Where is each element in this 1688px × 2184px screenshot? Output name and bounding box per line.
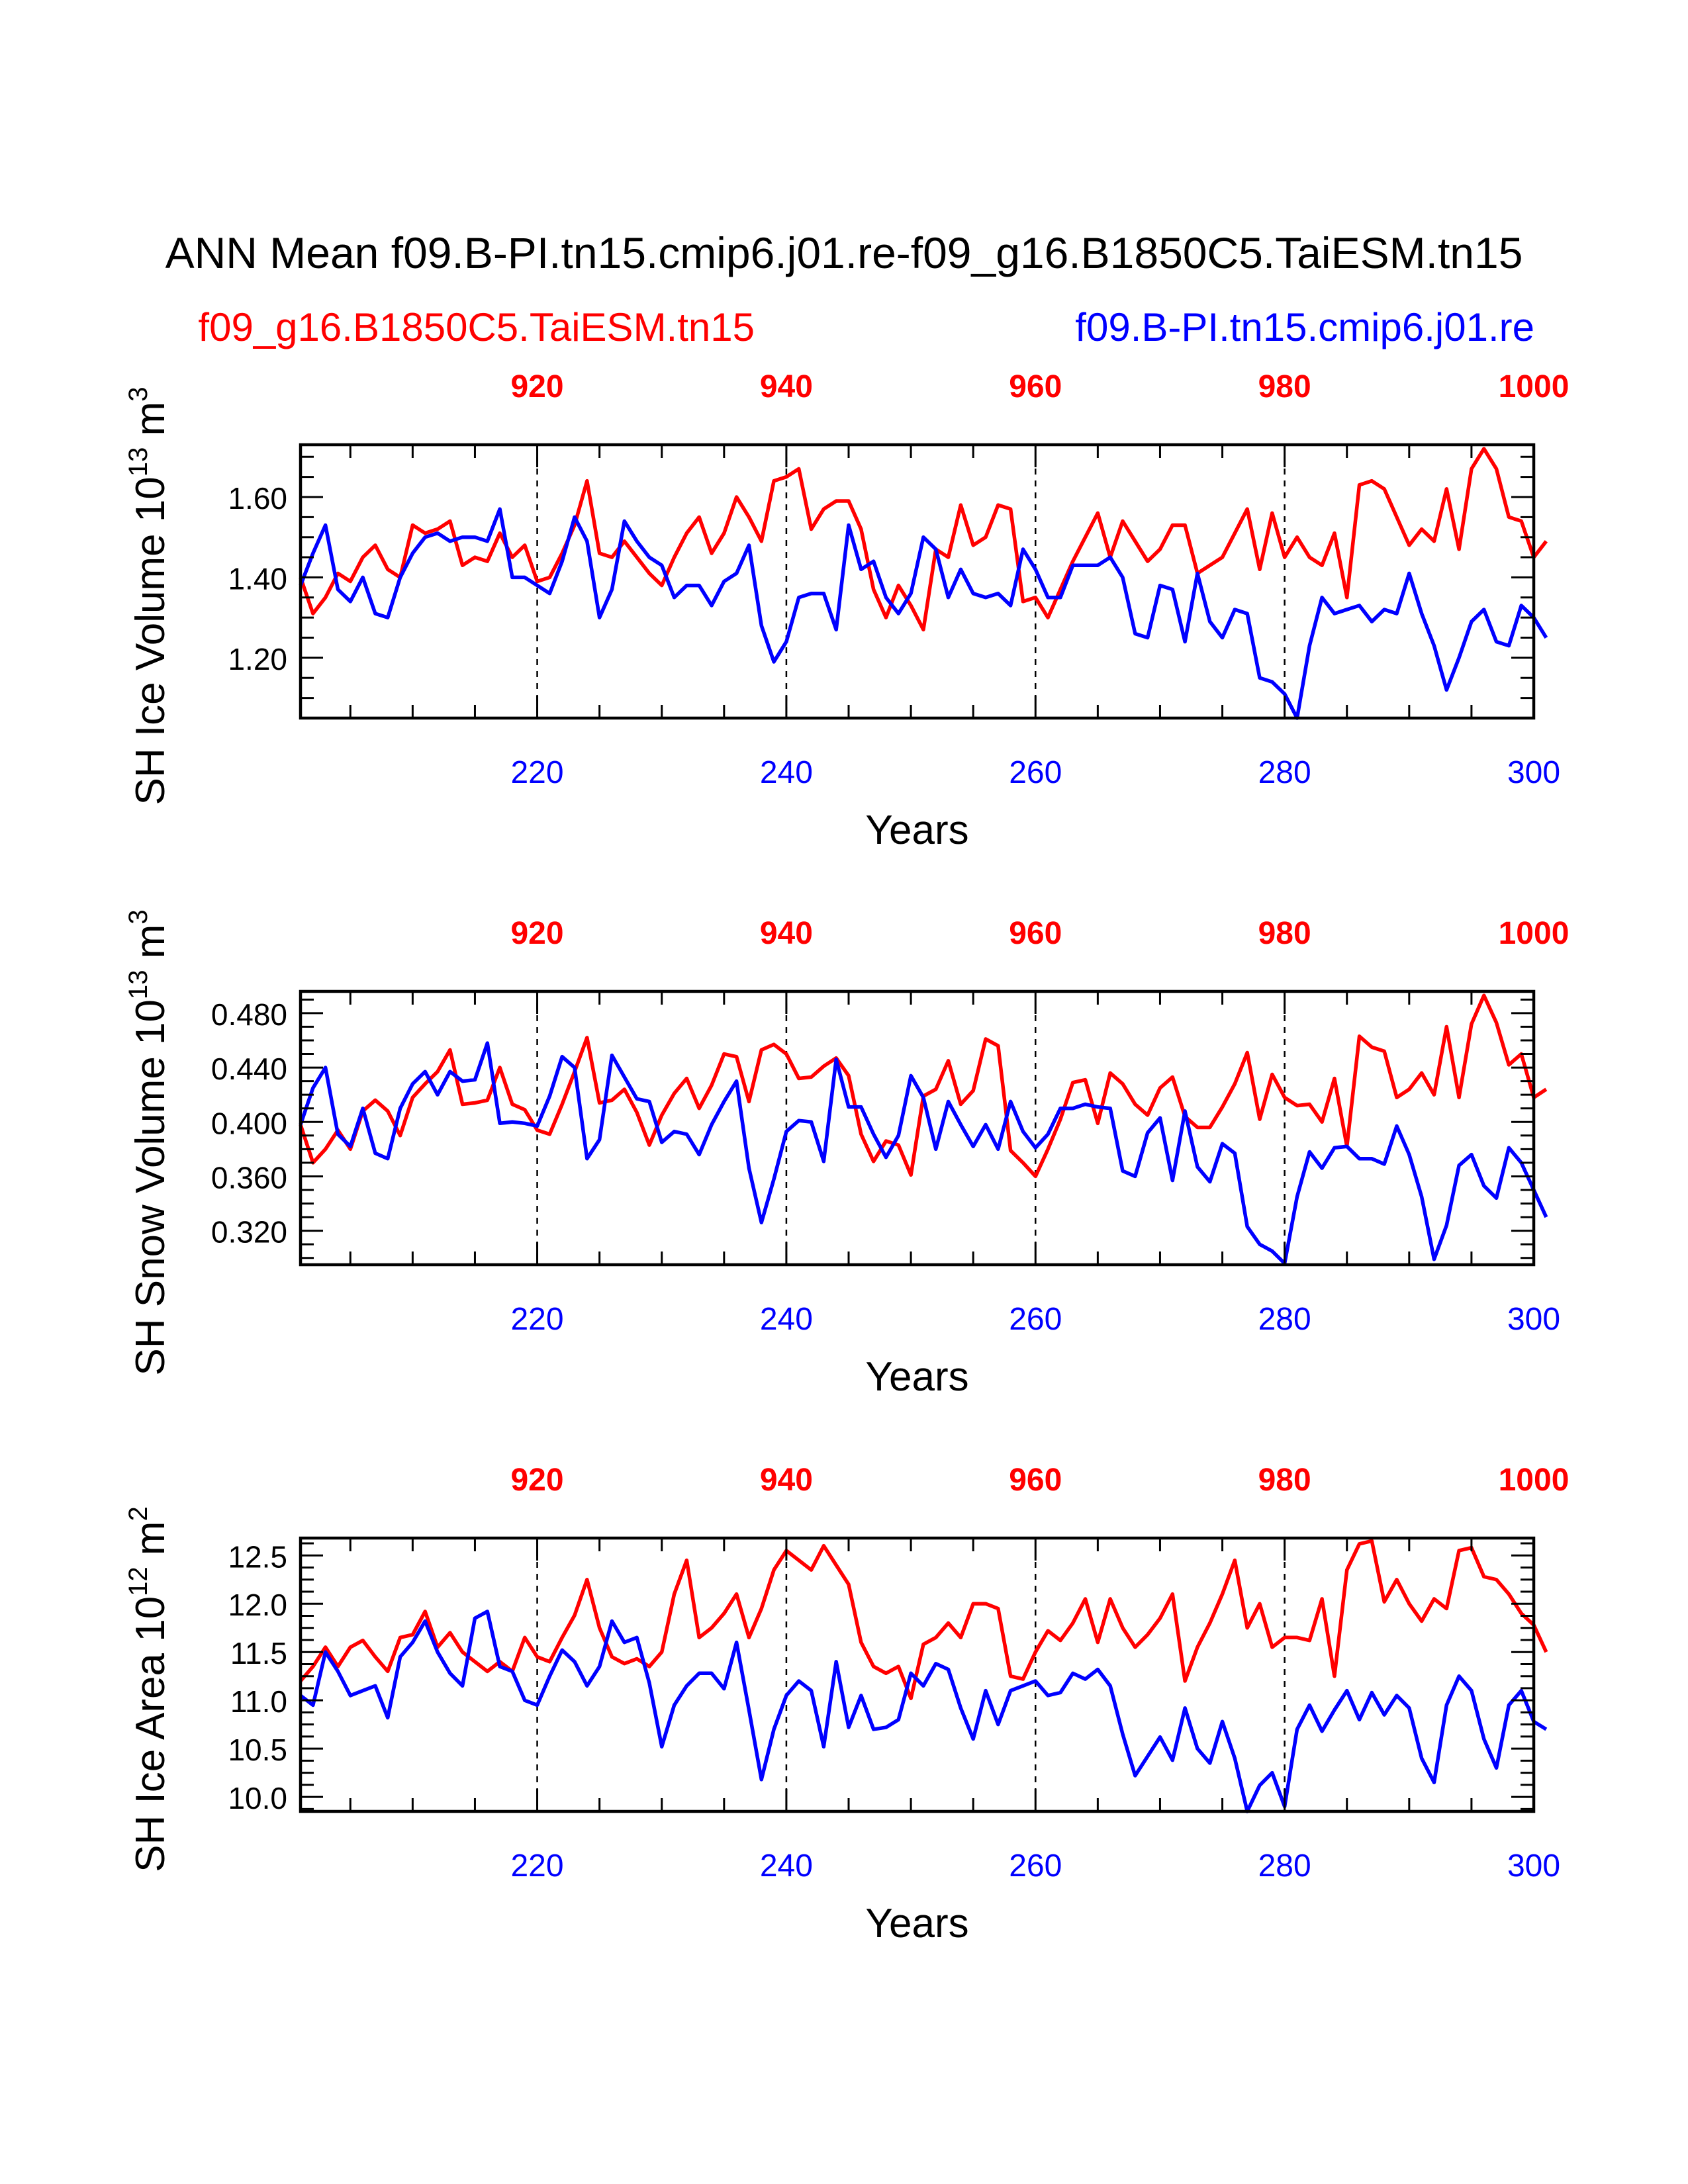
top-x-tick-label: 940 — [760, 916, 813, 951]
top-x-tick-label: 920 — [510, 369, 563, 404]
y-tick-label: 0.400 — [211, 1106, 287, 1140]
x-tick-label: 220 — [510, 755, 563, 790]
top-x-tick-label: 960 — [1009, 916, 1062, 951]
x-tick-label: 240 — [760, 755, 813, 790]
blue-series-line — [299, 1610, 1548, 1813]
y-tick-label: 12.0 — [228, 1588, 287, 1622]
plot-frame — [299, 443, 1536, 720]
y-tick-label: 0.480 — [211, 997, 287, 1032]
top-x-tick-label: 1000 — [1499, 916, 1570, 951]
plot-frame — [299, 989, 1536, 1267]
y-tick-label: 11.0 — [230, 1684, 287, 1719]
x-axis-title: Years — [865, 807, 968, 853]
top-x-tick-label: 960 — [1009, 1463, 1062, 1498]
y-tick-label: 10.5 — [228, 1733, 287, 1767]
y-tick-label: 1.60 — [228, 481, 287, 516]
y-tick-label: 1.40 — [228, 561, 287, 596]
top-x-tick-label: 1000 — [1499, 1463, 1570, 1498]
y-tick-label: 0.440 — [211, 1052, 287, 1086]
x-axis-title: Years — [865, 1354, 968, 1400]
top-x-tick-label: 940 — [760, 1463, 813, 1498]
y-axis-title: SH Snow Volume 1013 m3 — [124, 909, 173, 1375]
top-x-tick-label: 980 — [1258, 369, 1311, 404]
y-tick-label: 1.20 — [228, 642, 287, 676]
panel-1: 1.20 1.40 1.60 220 240 260 280 300 920 940 960 980 1… — [124, 369, 1569, 853]
top-x-tick-label: 920 — [510, 916, 563, 951]
plot-frame — [299, 1536, 1536, 1813]
y-axis-title: SH Ice Area 1012 m2 — [124, 1506, 173, 1872]
x-tick-label: 300 — [1507, 755, 1560, 790]
y-axis-title: SH Ice Volume 1013 m3 — [124, 387, 173, 805]
x-tick-label: 240 — [760, 1848, 813, 1884]
y-tick-label: 0.320 — [211, 1215, 287, 1250]
blue-series-line — [299, 507, 1548, 720]
x-tick-label: 260 — [1009, 1302, 1062, 1337]
legend-red-label: f09_g16.B1850C5.TaiESM.tn15 — [198, 305, 755, 349]
x-tick-label: 300 — [1507, 1848, 1560, 1884]
x-tick-label: 300 — [1507, 1302, 1560, 1337]
x-tick-label: 220 — [510, 1302, 563, 1337]
x-tick-label: 260 — [1009, 1848, 1062, 1884]
y-tick-label: 10.0 — [228, 1781, 287, 1815]
top-x-tick-label: 980 — [1258, 916, 1311, 951]
top-x-tick-label: 1000 — [1499, 369, 1570, 404]
panel-3: 10.0 10.5 11.0 11.5 12.0 12.5 220 240 260 280 300 9… — [124, 1463, 1569, 1946]
panel-2: 0.320 0.360 0.400 0.440 0.480 220 240 260 280 300… — [124, 909, 1569, 1400]
figure-title: ANN Mean f09.B-PI.tn15.cmip6.j01.re-f09_… — [165, 228, 1523, 277]
x-tick-label: 260 — [1009, 755, 1062, 790]
y-tick-label: 0.360 — [211, 1160, 287, 1195]
x-tick-label: 240 — [760, 1302, 813, 1337]
x-tick-label: 280 — [1258, 755, 1311, 790]
legend-blue-label: f09.B-PI.tn15.cmip6.j01.re — [1075, 305, 1534, 349]
red-series-line — [299, 993, 1548, 1179]
top-x-tick-label: 960 — [1009, 369, 1062, 404]
top-x-tick-label: 940 — [760, 369, 813, 404]
blue-series-line — [299, 1041, 1548, 1265]
x-tick-label: 280 — [1258, 1848, 1311, 1884]
y-tick-label: 11.5 — [230, 1636, 287, 1670]
top-x-tick-label: 980 — [1258, 1463, 1311, 1498]
x-axis-title: Years — [865, 1901, 968, 1946]
x-tick-label: 280 — [1258, 1302, 1311, 1337]
top-x-tick-label: 920 — [510, 1463, 563, 1498]
y-tick-label: 12.5 — [228, 1539, 287, 1574]
x-tick-label: 220 — [510, 1848, 563, 1884]
